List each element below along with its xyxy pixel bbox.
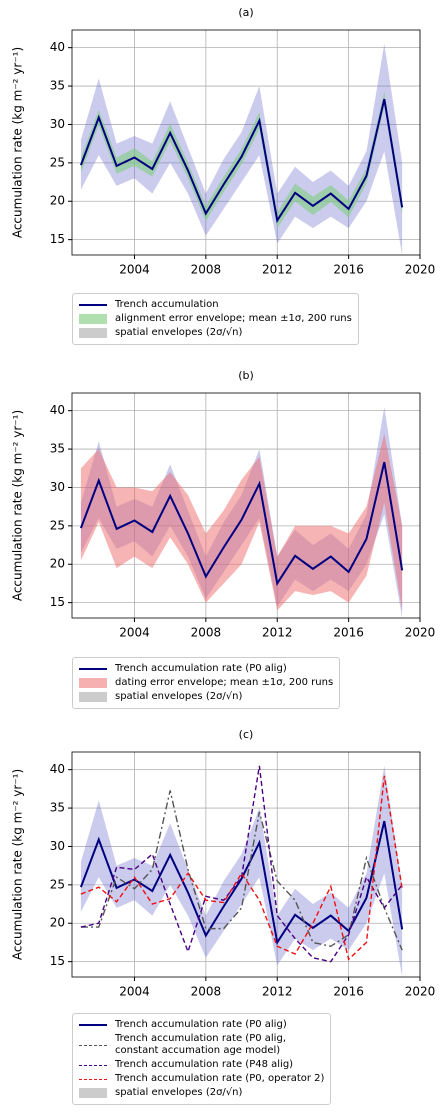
y-tick-label: 25 xyxy=(50,877,65,891)
y-tick-label: 30 xyxy=(50,480,65,494)
series-line xyxy=(79,820,404,946)
y-tick-label: 20 xyxy=(50,916,65,930)
legend-swatch xyxy=(79,304,107,306)
legend-entry: Trench accumulation rate (P0 alig) xyxy=(79,1019,324,1031)
legend-swatch xyxy=(79,1088,107,1098)
x-tick-label: 2012 xyxy=(262,626,293,640)
legend-label: Trench accumulation rate (P0 alig) xyxy=(115,1019,287,1030)
x-tick-label: 2004 xyxy=(119,263,150,277)
series-line xyxy=(80,765,403,963)
legend-swatch xyxy=(79,1078,107,1080)
legend-label: spatial envelopes (2σ/√n) xyxy=(115,327,243,338)
legend-swatch xyxy=(79,1024,107,1026)
x-tick-label: 2016 xyxy=(333,263,364,277)
x-tick-label: 2016 xyxy=(333,985,364,999)
legend-label: dating error envelope; mean ±1σ, 200 run… xyxy=(115,677,334,688)
legend-label: Trench accumulation rate (P48 alig) xyxy=(115,1059,294,1070)
plot-frame xyxy=(71,751,421,978)
series-line xyxy=(79,98,404,224)
legend-entry: Trench accumulation rate (P48 alig) xyxy=(79,1059,324,1071)
series-line xyxy=(79,461,404,587)
x-tick-label: 2016 xyxy=(333,626,364,640)
panel-title: (c) xyxy=(239,728,254,741)
legend-label: spatial envelopes (2σ/√n) xyxy=(115,691,243,702)
legend-label: spatial envelopes (2σ/√n) xyxy=(115,1087,243,1098)
legend: Trench accumulation alignment error envel… xyxy=(72,293,359,345)
x-tick-label: 2004 xyxy=(119,626,150,640)
y-axis-label: Accumulation rate (kg m⁻² yr⁻¹) xyxy=(11,410,25,601)
x-tick-label: 2020 xyxy=(405,985,436,999)
x-tick-label: 2012 xyxy=(262,985,293,999)
legend-swatch xyxy=(79,1064,107,1066)
series-line xyxy=(80,790,403,951)
y-tick-label: 30 xyxy=(50,839,65,853)
legend-swatch xyxy=(79,668,107,670)
legend-swatch xyxy=(79,314,107,324)
legend-entry: spatial envelopes (2σ/√n) xyxy=(79,691,333,703)
envelope xyxy=(80,765,403,977)
x-tick-label: 2008 xyxy=(191,263,222,277)
y-tick-label: 25 xyxy=(50,518,65,532)
plot-frame xyxy=(71,29,421,256)
y-tick-label: 15 xyxy=(50,232,65,246)
legend-entry: Trench accumulation xyxy=(79,299,352,311)
legend-label: Trench accumulation rate (P0, operator 2… xyxy=(115,1073,325,1084)
y-tick-label: 35 xyxy=(50,442,65,456)
panel-title: (a) xyxy=(238,6,253,19)
y-tick-label: 40 xyxy=(50,762,65,776)
y-axis-label: Accumulation rate (kg m⁻² yr⁻¹) xyxy=(11,47,25,238)
envelope xyxy=(80,433,403,611)
legend-swatch xyxy=(79,692,107,702)
legend-swatch xyxy=(79,1044,107,1046)
y-tick-label: 20 xyxy=(50,557,65,571)
legend-entry: alignment error envelope; mean ±1σ, 200 … xyxy=(79,313,352,325)
legend-entry: Trench accumulation rate (P0 alig, const… xyxy=(79,1033,324,1057)
y-tick-label: 15 xyxy=(50,595,65,609)
legend-label: alignment error envelope; mean ±1σ, 200 … xyxy=(115,313,352,324)
legend-swatch xyxy=(79,328,107,338)
y-tick-label: 30 xyxy=(50,117,65,131)
x-tick-label: 2020 xyxy=(405,263,436,277)
x-tick-label: 2008 xyxy=(191,985,222,999)
legend-entry: Trench accumulation rate (P0 alig) xyxy=(79,663,333,675)
legend-entry: dating error envelope; mean ±1σ, 200 run… xyxy=(79,677,333,689)
y-tick-label: 40 xyxy=(50,40,65,54)
y-tick-label: 20 xyxy=(50,194,65,208)
x-tick-label: 2012 xyxy=(262,263,293,277)
x-tick-label: 2008 xyxy=(191,626,222,640)
plot-frame xyxy=(71,392,421,619)
legend-entry: spatial envelopes (2σ/√n) xyxy=(79,1087,324,1099)
legend-label: Trench accumulation rate (P0 alig) xyxy=(115,663,287,674)
legend-entry: spatial envelopes (2σ/√n) xyxy=(79,327,352,339)
panel-title: (b) xyxy=(238,369,254,382)
legend: Trench accumulation rate (P0 alig) Trench… xyxy=(72,1013,332,1105)
series-line xyxy=(80,775,403,961)
y-tick-label: 35 xyxy=(50,801,65,815)
legend-label: Trench accumulation xyxy=(115,299,219,310)
envelope xyxy=(80,91,403,229)
legend-entry: Trench accumulation rate (P0, operator 2… xyxy=(79,1073,324,1085)
x-tick-label: 2020 xyxy=(405,626,436,640)
y-axis-label: Accumulation rate (kg m⁻² yr⁻¹) xyxy=(11,769,25,960)
legend: Trench accumulation rate (P0 alig) dating… xyxy=(72,657,341,709)
legend-swatch xyxy=(79,678,107,688)
x-tick-label: 2004 xyxy=(119,985,150,999)
legend-label: Trench accumulation rate (P0 alig, const… xyxy=(115,1033,286,1056)
y-tick-label: 40 xyxy=(50,403,65,417)
y-tick-label: 25 xyxy=(50,155,65,169)
y-tick-label: 35 xyxy=(50,79,65,93)
y-tick-label: 15 xyxy=(50,954,65,968)
